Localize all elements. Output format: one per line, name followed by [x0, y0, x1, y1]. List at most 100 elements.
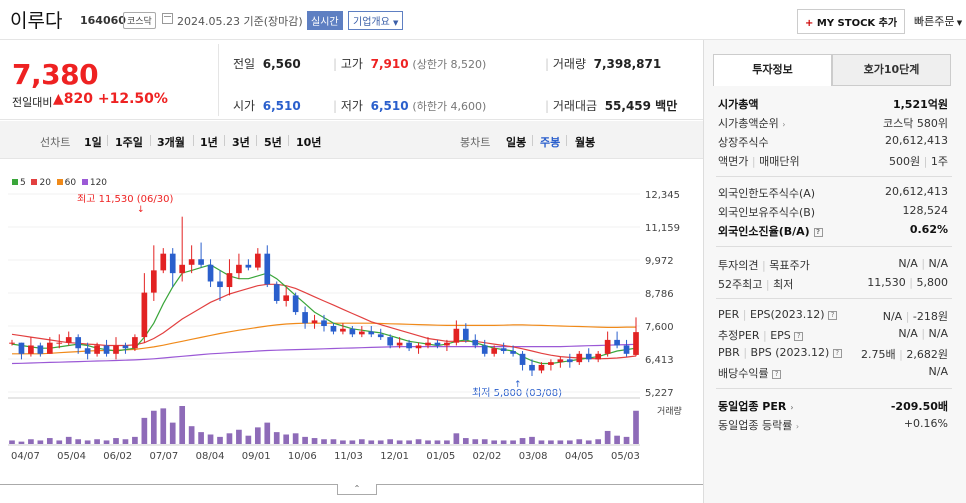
divider: [218, 44, 219, 116]
volume-bar: [141, 417, 148, 444]
candle-weekly[interactable]: 주봉: [540, 136, 561, 149]
y-tick-label: 9,972: [645, 256, 674, 267]
candle-monthly[interactable]: 월봉: [575, 136, 596, 149]
candle-body: [9, 342, 15, 344]
volume-bar: [491, 440, 498, 444]
est-per-row: 추정PER | EPS ? N/A | N/A: [718, 327, 948, 342]
chevron-right-icon: ›: [790, 403, 794, 412]
candle-body: [113, 345, 119, 354]
chevron-right-icon: ›: [795, 422, 800, 431]
volume-bar: [254, 427, 261, 444]
volume-bar: [321, 439, 327, 444]
stock-code: 164060: [80, 14, 126, 27]
help-icon[interactable]: ?: [828, 310, 838, 320]
prev-label: 전일: [233, 57, 256, 71]
line-chart-label: 선차트: [40, 136, 71, 149]
par-value: 500원: [889, 155, 921, 168]
x-tick-label: 09/01: [242, 451, 271, 462]
candle-body: [292, 295, 299, 313]
industry-per-row: 동일업종 PER › -209.50배: [718, 398, 948, 414]
realtime-button[interactable]: 실시간: [307, 11, 343, 30]
industry-per-label[interactable]: 동일업종 PER: [718, 400, 787, 413]
quick-order-label: 빠른주문: [914, 15, 955, 28]
period-1d[interactable]: 1일: [84, 136, 102, 149]
volume-bar: [188, 426, 195, 444]
mystock-add-button[interactable]: + MY STOCK 추가: [797, 9, 906, 34]
period-1w[interactable]: 1주일: [115, 136, 143, 149]
candle-body: [236, 264, 242, 274]
volume-bar: [236, 429, 242, 444]
volume-bar: [434, 440, 441, 444]
candle-body: [415, 345, 422, 349]
period-3y[interactable]: 3년: [232, 136, 250, 149]
tab-orderbook[interactable]: 호가10단계: [832, 54, 951, 86]
candle-body: [368, 331, 375, 335]
opinion-value: N/A: [898, 257, 918, 270]
volume-bar: [330, 439, 337, 444]
volume-bar: [614, 435, 620, 444]
help-icon[interactable]: ?: [813, 227, 823, 237]
volume-bar: [273, 432, 280, 444]
rank-value: 코스닥 580위: [883, 117, 948, 130]
calendar-icon: [162, 13, 173, 24]
tab-invest-info[interactable]: 투자정보: [713, 54, 832, 86]
candle-body: [340, 328, 346, 332]
period-10y[interactable]: 10년: [296, 136, 322, 149]
chevron-right-icon: ›: [782, 120, 786, 129]
period-3m[interactable]: 3개월: [157, 136, 185, 149]
industry-rate-row: 동일업종 등락률 › +0.16%: [718, 417, 948, 433]
collapse-button[interactable]: ⌃: [337, 484, 377, 495]
volume: | 거래량 7,398,871: [545, 57, 662, 71]
candle-body: [614, 339, 620, 346]
candle-body: [510, 351, 516, 354]
volume-bar: [548, 440, 554, 444]
foreign-limit-label: 외국인한도주식수(A): [718, 187, 816, 200]
candle-body: [56, 342, 63, 344]
candle-body: [481, 345, 488, 354]
corp-info-dropdown[interactable]: 기업개요 ▼: [348, 11, 404, 30]
volume-bar: [122, 439, 129, 444]
ma60-swatch: [56, 179, 63, 185]
low-label: 저가: [340, 99, 363, 113]
high-label: 고가: [340, 57, 363, 71]
target-value: N/A: [928, 257, 948, 270]
volume-bar: [604, 430, 611, 444]
dividend-value: N/A: [928, 365, 948, 378]
stock-chart[interactable]: 거래량 최고 11,530 (06/30) 최저 5,800 (03/08) ↓…: [0, 180, 703, 480]
candle-body: [46, 342, 53, 354]
chevron-up-icon: ⌃: [353, 484, 361, 493]
prev-value: 6,560: [262, 57, 301, 71]
open-value: 6,510: [262, 99, 301, 113]
quick-order-dropdown[interactable]: 빠른주문 ▼: [914, 13, 962, 29]
candle-body: [576, 353, 583, 363]
volume-bar: [65, 436, 72, 444]
volume-bar: [56, 440, 63, 444]
volume-bar: [557, 440, 564, 444]
candle-body: [132, 337, 138, 349]
per-label: PER: [718, 308, 740, 321]
ma120-swatch: [81, 179, 88, 185]
chevron-down-icon: ▼: [393, 19, 399, 27]
industry-rate-label[interactable]: 동일업종 등락률: [718, 419, 793, 432]
high-value: 7,910: [370, 57, 409, 71]
candle-body: [169, 253, 176, 274]
period-5y[interactable]: 5년: [264, 136, 282, 149]
volume-bar: [283, 434, 290, 444]
period-1y[interactable]: 1년: [200, 136, 218, 149]
candle-body: [377, 334, 384, 338]
candle-body: [406, 342, 412, 349]
volume-bar: [84, 440, 91, 444]
w52-high-value: 11,530: [867, 276, 906, 289]
caret-down-icon: ▼: [954, 19, 963, 27]
volume-bar: [462, 438, 469, 444]
volume-bar: [396, 440, 403, 444]
candle-daily[interactable]: 일봉: [506, 136, 527, 149]
unit-value: 1주: [930, 155, 948, 168]
help-icon[interactable]: ?: [832, 348, 842, 358]
y-tick-label: 8,786: [645, 289, 674, 300]
candle-body: [283, 295, 290, 301]
volume-bar: [510, 440, 516, 444]
help-icon[interactable]: ?: [794, 331, 804, 341]
candle-body: [566, 359, 573, 363]
help-icon[interactable]: ?: [772, 369, 782, 379]
